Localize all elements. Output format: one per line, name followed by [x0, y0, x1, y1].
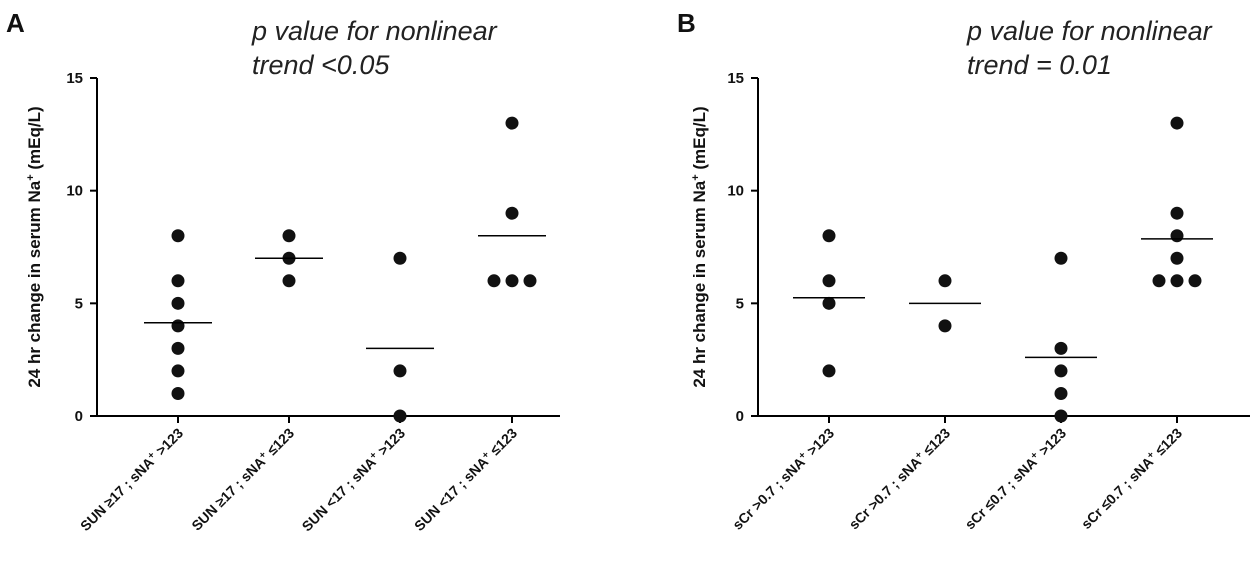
- data-point: [822, 364, 836, 378]
- annotation-line: p value for nonlinear: [966, 16, 1213, 46]
- data-point: [1170, 229, 1184, 243]
- y-axis-label: 24 hr change in serum Na+ (mEq/L): [25, 106, 44, 387]
- data-point: [171, 274, 185, 288]
- y-axis-label-unit: (mEq/L): [25, 106, 44, 174]
- data-point: [171, 229, 185, 243]
- x-tick-label-part: 0.7 ; sNA: [871, 454, 925, 508]
- data-point: [1170, 274, 1184, 288]
- data-point: [1170, 206, 1184, 220]
- data-point: [822, 229, 836, 243]
- y-tick-label: 0: [736, 408, 744, 425]
- x-tick-label-part: ≤123: [920, 425, 953, 458]
- x-tick-label: SUN <17 ; sNA+ ≤123: [411, 425, 520, 534]
- data-point: [282, 229, 296, 243]
- y-tick-label: 5: [736, 295, 744, 312]
- x-tick-label-part: ≤123: [487, 425, 520, 458]
- data-point: [1054, 251, 1068, 265]
- data-point: [393, 409, 407, 423]
- x-tick-label: sCr ≤0.7 ; sNA+ ≤123: [1078, 425, 1185, 532]
- x-tick-label-part: 17 ; sNA: [217, 454, 268, 505]
- panel-letter: B: [677, 8, 696, 38]
- data-point: [1054, 409, 1068, 423]
- data-point: [171, 319, 185, 333]
- y-tick-label: 15: [66, 70, 83, 87]
- data-point: [938, 319, 952, 333]
- x-tick-label-part: 0.7 ; sNA: [754, 454, 808, 508]
- y-tick-label: 10: [727, 183, 744, 200]
- x-tick-label: SUN ≥17 ; sNA+ ≤123: [188, 425, 297, 534]
- data-point: [523, 274, 537, 288]
- y-axis-label-sup: +: [690, 174, 702, 180]
- data-point: [1170, 116, 1184, 130]
- y-axis-label: 24 hr change in serum Na+ (mEq/L): [690, 106, 709, 387]
- data-point: [171, 296, 185, 310]
- data-point: [822, 274, 836, 288]
- data-point: [393, 251, 407, 265]
- data-point: [171, 386, 185, 400]
- data-point: [1188, 274, 1202, 288]
- data-point: [487, 274, 501, 288]
- y-tick-label: 0: [75, 408, 83, 425]
- data-point: [1054, 386, 1068, 400]
- y-tick-label: 15: [727, 70, 744, 87]
- y-axis-label-text: 24 hr change in serum Na: [25, 180, 44, 387]
- data-point: [282, 274, 296, 288]
- data-point: [1170, 251, 1184, 265]
- data-point: [505, 206, 519, 220]
- x-tick-label-part: ≤123: [1152, 425, 1185, 458]
- x-tick-label: SUN ≥17 ; sNA+ >123: [77, 425, 186, 534]
- x-tick-label-part: 17 ; sNA: [328, 454, 379, 505]
- panel-letter: A: [6, 8, 25, 38]
- x-tick-label: SUN <17 ; sNA+ >123: [299, 425, 409, 535]
- data-point: [393, 364, 407, 378]
- data-point: [938, 274, 952, 288]
- x-tick-label: sCr >0.7 ; sNA+ >123: [729, 425, 837, 533]
- data-point: [505, 274, 519, 288]
- x-tick-label-part: 17 ; sNA: [106, 454, 157, 505]
- y-axis-label-sup: +: [25, 174, 37, 180]
- x-tick-label-part: 17 ; sNA: [440, 454, 491, 505]
- x-tick-label-part: ≤123: [264, 425, 297, 458]
- annotation-line: p value for nonlinear: [251, 16, 498, 46]
- data-point: [822, 296, 836, 310]
- data-point: [505, 116, 519, 130]
- x-tick-label-part: 0.7 ; sNA: [986, 454, 1040, 508]
- x-tick-label: sCr ≤0.7 ; sNA+ >123: [962, 425, 1070, 533]
- y-axis-label-unit: (mEq/L): [690, 106, 709, 174]
- data-point: [1054, 364, 1068, 378]
- data-point: [1152, 274, 1166, 288]
- y-tick-label: 5: [75, 295, 83, 312]
- annotation-line: trend <0.05: [252, 50, 390, 80]
- y-axis-label-text: 24 hr change in serum Na: [690, 180, 709, 387]
- annotation-line: trend = 0.01: [967, 50, 1112, 80]
- data-point: [171, 341, 185, 355]
- data-point: [1054, 341, 1068, 355]
- data-point: [171, 364, 185, 378]
- x-tick-label-part: 0.7 ; sNA: [1103, 454, 1157, 508]
- x-tick-label: sCr >0.7 ; sNA+ ≤123: [846, 425, 954, 533]
- y-tick-label: 10: [66, 183, 83, 200]
